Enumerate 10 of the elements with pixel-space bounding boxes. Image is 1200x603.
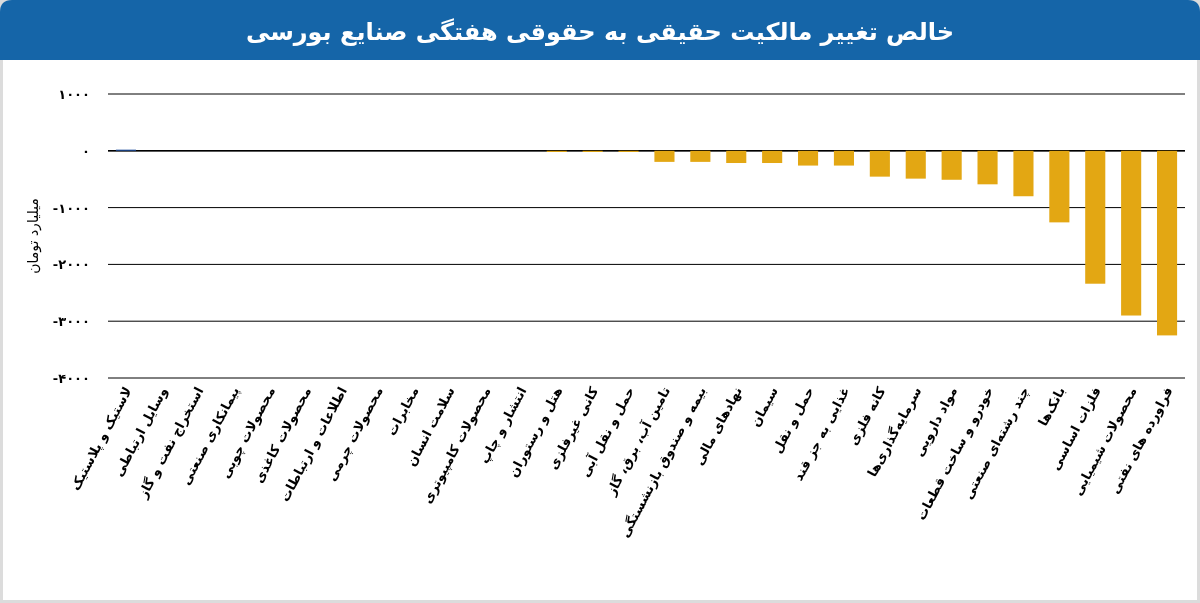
x-tick-label: بانک‌ها (1035, 384, 1068, 429)
x-tick-label: سیمان (747, 384, 781, 430)
chart-title: خالص تغییر مالکیت حقیقی به حقوقی هفتگی صنایع بورسی (245, 18, 955, 46)
y-tick-label: -۱۰۰۰ (52, 200, 90, 216)
y-tick-label: ۱۰۰۰ (58, 87, 90, 102)
y-tick-label: -۴۰۰۰ (52, 371, 90, 386)
y-tick-label: -۲۰۰۰ (52, 257, 90, 273)
y-tick-label: ۰ (82, 143, 90, 159)
y-tick-label: -۳۰۰۰ (52, 314, 90, 330)
y-axis-title: میلیارد تومان (25, 198, 42, 274)
